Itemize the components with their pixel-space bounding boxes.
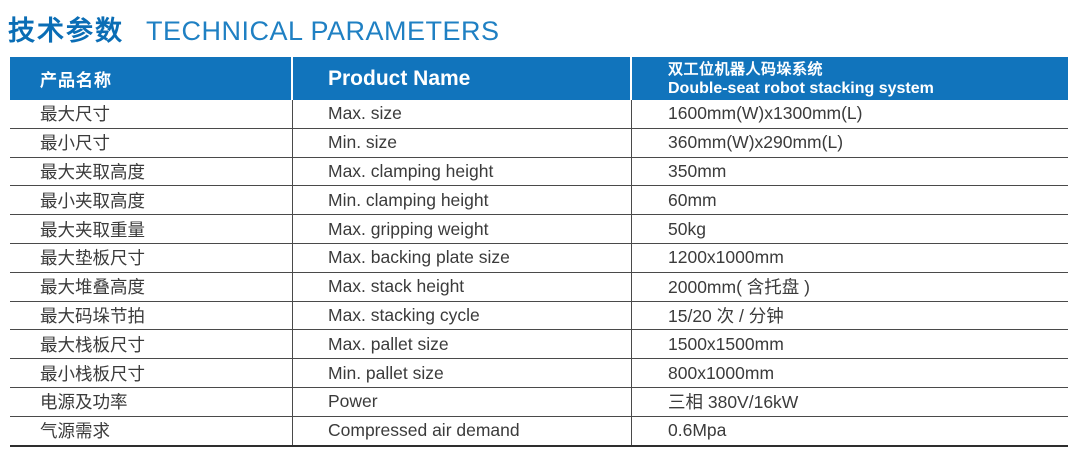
param-name-en-cell: Min. size bbox=[293, 128, 632, 157]
param-name-zh-cell: 最大尺寸 bbox=[10, 100, 293, 128]
table-row: 气源需求 Compressed air demand 0.6Mpa bbox=[10, 416, 1068, 447]
table-row: 最大夹取高度 Max. clamping height 350mm bbox=[10, 157, 1068, 187]
param-name-en-cell: Min. pallet size bbox=[293, 359, 632, 387]
param-value-cell: 1500x1500mm bbox=[668, 333, 784, 354]
param-value-cell: 350mm bbox=[668, 160, 727, 181]
param-name-zh-cell: 最大码垛节拍 bbox=[10, 301, 293, 330]
param-name-en-cell: Max. clamping height bbox=[293, 157, 632, 186]
page-title-zh: 技术参数 bbox=[8, 16, 124, 46]
spec-table: 产品名称 Product Name 双工位机器人码垛系统 Double-seat… bbox=[10, 57, 1068, 447]
header-system-en: Double-seat robot stacking system bbox=[668, 79, 934, 97]
param-value-cell: 15/20 次 / 分钟 bbox=[668, 305, 784, 326]
param-name-zh-cell: 最小夹取高度 bbox=[10, 186, 293, 215]
param-name-en-cell: Max. backing plate size bbox=[293, 243, 632, 272]
param-name-zh-cell: 最大夹取重量 bbox=[10, 215, 293, 243]
param-value-cell: 50kg bbox=[668, 218, 706, 239]
param-value-cell: 三相 380V/16kW bbox=[668, 392, 799, 413]
param-value-cell: 1600mm(W)x1300mm(L) bbox=[668, 103, 863, 124]
param-name-zh-cell: 电源及功率 bbox=[10, 387, 293, 416]
header-system-zh: 双工位机器人码垛系统 bbox=[668, 60, 824, 78]
header-product-name-en: Product Name bbox=[293, 57, 632, 100]
param-value-cell: 2000mm( 含托盘 ) bbox=[668, 277, 810, 298]
param-name-zh-cell: 最大堆叠高度 bbox=[10, 272, 293, 301]
param-name-zh-cell: 最大栈板尺寸 bbox=[10, 330, 293, 359]
param-value-cell: 1200x1000mm bbox=[668, 247, 784, 268]
table-row: 最大码垛节拍 Max. stacking cycle 15/20 次 / 分钟 bbox=[10, 301, 1068, 331]
param-name-en-cell: Max. stacking cycle bbox=[293, 301, 632, 330]
param-name-en-cell: Compressed air demand bbox=[293, 416, 632, 445]
param-name-en-cell: Max. size bbox=[293, 100, 632, 128]
table-body: 最大尺寸 Max. size 1600mm(W)x1300mm(L) 最小尺寸 Min.… bbox=[10, 100, 1068, 447]
table-header: 产品名称 Product Name 双工位机器人码垛系统 Double-seat… bbox=[10, 57, 1068, 100]
page-title-en: TECHNICAL PARAMETERS bbox=[146, 16, 500, 46]
param-name-zh-cell: 气源需求 bbox=[10, 416, 293, 445]
param-value-cell: 0.6Mpa bbox=[668, 420, 727, 441]
param-name-zh-cell: 最大垫板尺寸 bbox=[10, 243, 293, 272]
table-row: 最小夹取高度 Min. clamping height 60mm bbox=[10, 186, 1068, 216]
param-name-en-cell: Max. stack height bbox=[293, 272, 632, 301]
page-title: 技术参数 TECHNICAL PARAMETERS bbox=[8, 9, 500, 48]
param-name-en-cell: Min. clamping height bbox=[293, 186, 632, 215]
param-value-cell: 800x1000mm bbox=[668, 362, 775, 383]
table-row: 最小栈板尺寸 Min. pallet size 800x1000mm bbox=[10, 359, 1068, 388]
param-name-en-cell: Power bbox=[293, 387, 632, 416]
header-system-column: 双工位机器人码垛系统 Double-seat robot stacking sy… bbox=[632, 57, 1068, 100]
table-row: 电源及功率 Power 三相 380V/16kW bbox=[10, 387, 1068, 417]
table-row: 最小尺寸 Min. size 360mm(W)x290mm(L) bbox=[10, 128, 1068, 158]
param-value-cell: 60mm bbox=[668, 189, 717, 210]
param-name-zh-cell: 最小尺寸 bbox=[10, 128, 293, 157]
table-row: 最大垫板尺寸 Max. backing plate size 1200x1000mm bbox=[10, 243, 1068, 273]
table-row: 最大尺寸 Max. size 1600mm(W)x1300mm(L) bbox=[10, 100, 1068, 129]
table-row: 最大栈板尺寸 Max. pallet size 1500x1500mm bbox=[10, 330, 1068, 360]
header-product-name-zh: 产品名称 bbox=[10, 57, 293, 100]
param-name-en-cell: Max. gripping weight bbox=[293, 215, 632, 243]
table-row: 最大堆叠高度 Max. stack height 2000mm( 含托盘 ) bbox=[10, 272, 1068, 302]
param-value-cell: 360mm(W)x290mm(L) bbox=[668, 132, 844, 153]
table-row: 最大夹取重量 Max. gripping weight 50kg bbox=[10, 215, 1068, 244]
param-name-zh-cell: 最小栈板尺寸 bbox=[10, 359, 293, 387]
param-name-en-cell: Max. pallet size bbox=[293, 330, 632, 359]
param-name-zh-cell: 最大夹取高度 bbox=[10, 157, 293, 186]
